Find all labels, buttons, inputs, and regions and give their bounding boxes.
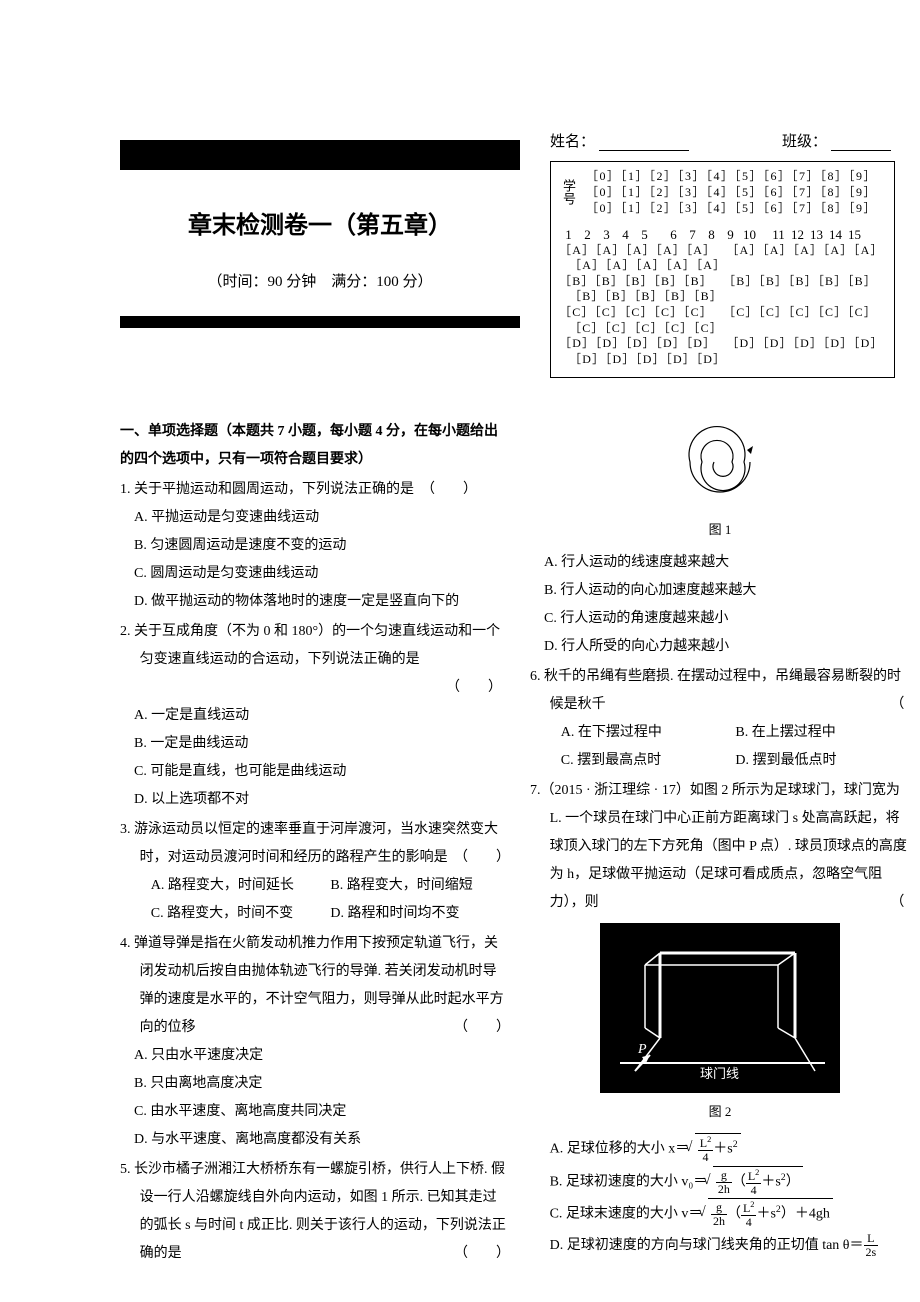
decor-bar-bottom: [120, 316, 520, 328]
svg-text:P: P: [637, 1042, 647, 1057]
figure-2-goal: P 球门线: [600, 923, 840, 1093]
section-1-heading: 一、单项选择题（本题共 7 小题，每小题 4 分，在每小题给出的四个选项中，只有…: [120, 418, 510, 474]
svg-text:球门线: 球门线: [700, 1066, 739, 1081]
column-left: 一、单项选择题（本题共 7 小题，每小题 4 分，在每小题给出的四个选项中，只有…: [120, 418, 510, 1268]
name-label: 姓名：: [550, 130, 595, 151]
question-3: 3. 游泳运动员以恒定的速率垂直于河岸渡河，当水速突然变大时，对运动员渡河时间和…: [120, 816, 510, 928]
decor-bar-top: [120, 140, 520, 170]
title-block: 章末检测卷一（第五章） （时间：90 分钟 满分：100 分）: [120, 130, 520, 378]
q5-option-d: D. 行人所受的向心力越来越小: [530, 633, 910, 661]
chapter-title: 章末检测卷一（第五章）: [120, 205, 520, 240]
q7-option-b: B. 足球初速度的大小 v₀＝ g2h（L24＋s2）: [530, 1166, 910, 1198]
q5-option-a: A. 行人运动的线速度越来越大: [530, 549, 910, 577]
q5-option-b: B. 行人运动的向心加速度越来越大: [530, 577, 910, 605]
class-field[interactable]: [831, 130, 891, 151]
q7-option-c: C. 足球末速度的大小 v＝ g2h（L24＋s2）＋4gh: [530, 1198, 910, 1230]
question-7: 7.（2015 · 浙江理综 · 17）如图 2 所示为足球球门，球门宽为 L.…: [530, 777, 910, 917]
question-2: 2. 关于互成角度（不为 0 和 180°）的一个匀速直线运动和一个匀变速直线运…: [120, 618, 510, 814]
figure-1-spiral: [530, 422, 910, 513]
figure-2-caption: 图 2: [530, 1099, 910, 1125]
omr-sheet: 姓名： 班级： 学号 ［0］［1］［2］［3］［4］［5］［6］［7］［8］［9…: [550, 130, 895, 378]
class-label: 班级：: [782, 130, 827, 151]
student-id-label: 学号: [559, 179, 578, 205]
omr-box: 学号 ［0］［1］［2］［3］［4］［5］［6］［7］［8］［9］ ［0］［1］…: [550, 161, 895, 378]
chapter-subtitle: （时间：90 分钟 满分：100 分）: [120, 270, 520, 291]
q7-option-d: D. 足球初速度的方向与球门线夹角的正切值 tan θ＝L2s: [530, 1231, 910, 1262]
question-1: 1. 关于平抛运动和圆周运动，下列说法正确的是 （ ） A. 平抛运动是匀变速曲…: [120, 476, 510, 616]
question-5: 5. 长沙市橘子洲湘江大桥桥东有一螺旋引桥，供行人上下桥. 假设一行人沿螺旋线自…: [120, 1156, 510, 1268]
figure-1-caption: 图 1: [530, 517, 910, 543]
question-6: 6. 秋千的吊绳有些磨损. 在摆动过程中，吊绳最容易断裂的时候是秋千（ A. 在…: [530, 663, 910, 775]
question-4: 4. 弹道导弹是指在火箭发动机推力作用下按预定轨道飞行，关闭发动机后按自由抛体轨…: [120, 930, 510, 1154]
question-numbers: 12345 678910 1112131415: [559, 227, 886, 243]
q5-option-c: C. 行人运动的角速度越来越小: [530, 605, 910, 633]
student-id-bubbles[interactable]: ［0］［1］［2］［3］［4］［5］［6］［7］［8］［9］ ［0］［1］［2］…: [586, 168, 877, 217]
column-right: 图 1 A. 行人运动的线速度越来越大 B. 行人运动的向心加速度越来越大 C.…: [530, 418, 910, 1268]
name-field[interactable]: [599, 130, 689, 151]
q7-option-a: A. 足球位移的大小 x＝ L24＋s2: [530, 1133, 910, 1165]
answer-bubbles[interactable]: ［A］［A］［A］［A］［A］［A］［A］［A］［A］［A］［A］［A］［A］［…: [559, 243, 886, 368]
